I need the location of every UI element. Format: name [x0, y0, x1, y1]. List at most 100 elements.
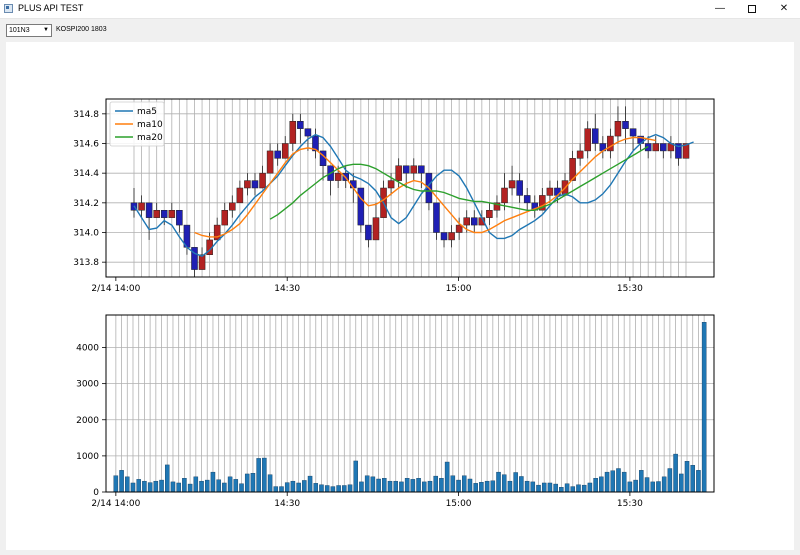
price-x-tick-label: 14:30	[274, 284, 300, 294]
volume-bar	[696, 470, 701, 493]
volume-bar	[530, 481, 536, 493]
volume-bar	[176, 482, 181, 493]
volume-bar	[279, 486, 284, 493]
volume-bar	[684, 461, 690, 493]
volume-bar	[262, 457, 267, 493]
volume-bar	[193, 476, 199, 493]
candle-body	[516, 180, 523, 196]
volume-bar	[130, 482, 136, 493]
volume-bar	[496, 471, 501, 493]
volume-plot-frame	[105, 314, 715, 493]
minimize-button[interactable]: —	[704, 0, 736, 18]
volume-bar	[616, 468, 621, 493]
volume-bar	[387, 480, 393, 493]
price-chart: 313.8 314.0 314.2 314.4 314.6 314.8 2/14 14:00…	[73, 98, 715, 294]
candle-body	[614, 121, 622, 137]
volume-x-tick-label: 2/14 14:00	[91, 499, 140, 509]
toolbar: 101N3 ▼ KOSPI200 1803	[0, 19, 800, 41]
volume-bar	[627, 481, 633, 493]
volume-plot-area	[106, 315, 714, 492]
candle-body	[168, 210, 176, 218]
candle-body	[387, 180, 395, 189]
close-button[interactable]: ✕	[768, 0, 800, 18]
volume-bar	[290, 480, 296, 493]
volume-bar	[553, 483, 558, 493]
candle-body	[365, 224, 372, 241]
volume-bar	[541, 482, 547, 493]
candle-body	[191, 247, 198, 270]
instrument-label: KOSPI200 1803	[56, 26, 107, 33]
volume-bar	[159, 479, 164, 493]
volume-x-tick-label: 15:00	[446, 499, 472, 509]
volume-bar	[342, 485, 347, 493]
candle-body	[236, 187, 244, 204]
volume-bar	[644, 477, 650, 493]
candle-body	[448, 232, 455, 241]
volume-bar	[547, 482, 553, 493]
volume-bar	[204, 479, 210, 493]
price-y-tick-label: 314.6	[73, 140, 99, 150]
volume-bar	[125, 476, 130, 493]
volume-bar	[147, 482, 153, 493]
candle-body	[523, 195, 531, 204]
volume-bar	[313, 483, 319, 493]
volume-chart: 0 1000 2000 3000 4000 2/14 14:00 14:30 15:00 15:…	[76, 314, 715, 509]
candle-body	[297, 121, 304, 129]
candle-body	[501, 187, 508, 204]
volume-bar	[399, 481, 404, 493]
volume-bar	[564, 483, 570, 493]
volume-bar	[513, 472, 518, 493]
volume-bar	[701, 322, 707, 493]
title-bar: PLUS API TEST — ✕	[0, 0, 800, 19]
volume-bar	[364, 475, 370, 493]
volume-bar	[501, 474, 507, 493]
volume-bar	[347, 484, 353, 493]
price-x-tick-label: 15:00	[446, 284, 472, 294]
maximize-icon	[748, 5, 756, 13]
volume-bar	[222, 482, 227, 493]
maximize-button[interactable]	[736, 0, 768, 18]
volume-bar	[593, 478, 598, 493]
volume-bar	[467, 478, 473, 493]
volume-bar	[330, 486, 336, 493]
price-legend: ma5 ma10 ma20	[109, 101, 165, 147]
candle-body	[591, 128, 599, 144]
volume-bar	[359, 481, 364, 493]
volume-bar	[524, 480, 530, 493]
volume-bar	[370, 476, 376, 493]
volume-bar	[319, 484, 324, 493]
volume-bar	[302, 480, 307, 493]
legend-label-ma20: ma20	[137, 133, 163, 143]
close-icon: ✕	[779, 3, 789, 14]
volume-bar	[667, 468, 673, 493]
instrument-select[interactable]: 101N3 ▼	[6, 24, 52, 37]
series-line-ma5	[133, 133, 694, 257]
volume-y-tick-label: 1000	[76, 452, 99, 462]
series-line-ma20	[269, 145, 649, 220]
volume-bar	[136, 479, 141, 493]
candle-body	[402, 165, 410, 174]
volume-bar	[410, 479, 416, 493]
series-line-ma10	[194, 136, 656, 238]
candle-body	[546, 187, 554, 196]
volume-bar	[610, 470, 616, 493]
volume-bar	[187, 483, 193, 493]
candle-body	[281, 143, 289, 159]
chevron-down-icon: ▼	[43, 27, 49, 33]
candle-body	[463, 217, 470, 226]
candle-body	[266, 150, 274, 174]
candle-body	[251, 180, 259, 189]
volume-bar	[484, 480, 490, 493]
candle-body	[357, 187, 365, 226]
candle-body	[539, 195, 546, 211]
candle-body	[652, 143, 660, 152]
price-y-tick-label: 314.2	[73, 199, 99, 209]
candle-body	[493, 202, 501, 211]
candle-body	[622, 121, 629, 129]
price-plot-frame	[105, 98, 715, 278]
volume-bar	[142, 480, 147, 493]
volume-bar	[639, 470, 644, 493]
candle-body	[607, 135, 614, 152]
volume-bar	[439, 478, 444, 493]
volume-bar	[267, 474, 273, 493]
